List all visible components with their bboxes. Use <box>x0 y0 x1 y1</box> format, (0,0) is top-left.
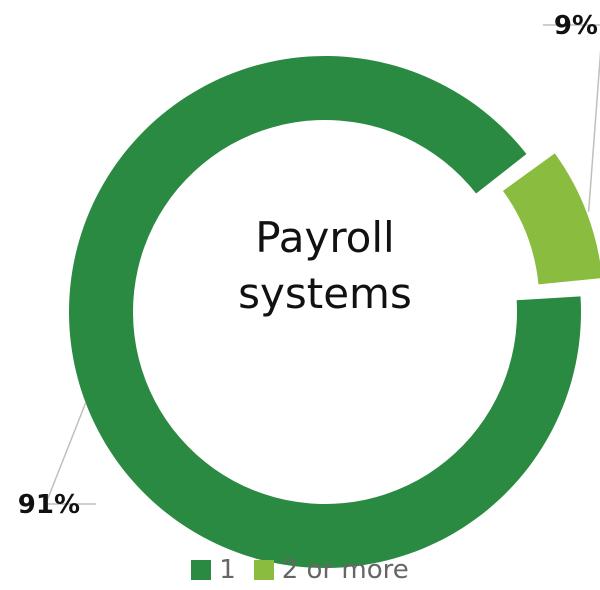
center-label-line-2: systems <box>238 269 412 318</box>
data-label-2-or-more: 9% <box>554 11 598 41</box>
legend-item-1: 1 <box>191 555 236 585</box>
data-label-1: 91% <box>18 490 80 520</box>
legend-label-2-or-more: 2 or more <box>281 555 409 585</box>
leader-lines <box>44 24 600 505</box>
legend-label-1: 1 <box>219 555 236 585</box>
donut-slices <box>68 55 600 568</box>
leader-line-2-or-more <box>543 24 600 212</box>
slice-2-or-more <box>502 153 600 285</box>
legend-swatch-1 <box>191 560 212 580</box>
legend: 1 2 or more <box>0 555 600 585</box>
legend-item-2-or-more: 2 or more <box>253 555 409 585</box>
legend-swatch-2-or-more <box>253 560 274 580</box>
center-label-line-1: Payroll <box>255 213 394 262</box>
leader-line-1 <box>44 402 96 505</box>
